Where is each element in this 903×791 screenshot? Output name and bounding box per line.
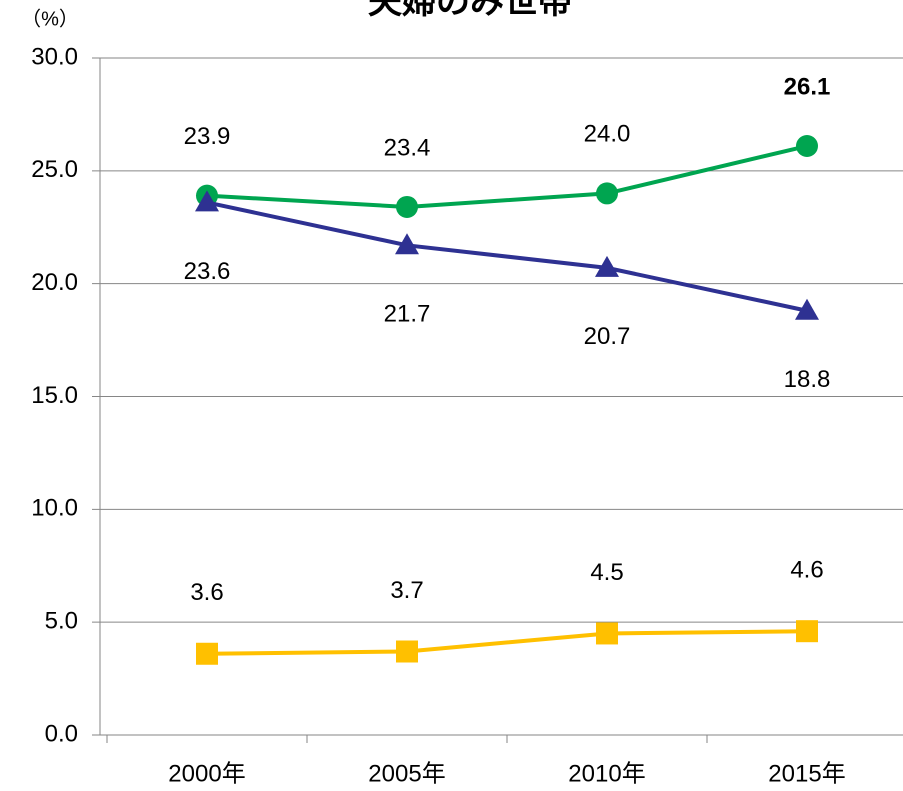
y-tick-label: 0.0 [45,720,78,747]
data-label: 4.5 [590,559,623,586]
y-tick-label: 30.0 [31,43,78,70]
marker [195,190,219,212]
series-line [206,200,808,313]
series-line [206,629,808,656]
marker [396,640,418,663]
data-label: 3.6 [190,579,223,606]
y-tick-label: 10.0 [31,495,78,522]
marker [596,182,618,205]
marker [395,233,419,255]
marker [796,135,818,158]
x-tick-label: 2010年 [568,760,645,787]
data-label: 3.7 [390,577,423,604]
data-label: 24.0 [584,121,631,148]
y-tick-label: 25.0 [31,156,78,183]
marker [396,195,418,218]
chart-title: 夫婦のみ世帯 [368,0,572,21]
data-label: 23.6 [184,258,231,285]
data-label: 26.1 [784,73,831,100]
data-label: 20.7 [584,323,631,350]
x-tick-label: 2015年 [768,760,845,787]
data-label: 18.8 [784,366,831,393]
x-tick-label: 2000年 [168,760,245,787]
data-label: 4.6 [790,557,823,584]
marker [796,620,818,643]
data-label: 23.4 [384,134,431,161]
series-line [206,144,808,209]
y-tick-label: 5.0 [45,608,78,635]
data-label: 21.7 [384,301,431,328]
marker [795,298,819,320]
data-label: 23.9 [184,123,231,150]
marker [596,622,618,645]
marker [595,255,619,277]
y-unit: （%） [21,7,79,30]
y-tick-label: 20.0 [31,269,78,296]
y-tick-label: 15.0 [31,382,78,409]
marker [196,642,218,665]
x-tick-label: 2005年 [368,760,445,787]
